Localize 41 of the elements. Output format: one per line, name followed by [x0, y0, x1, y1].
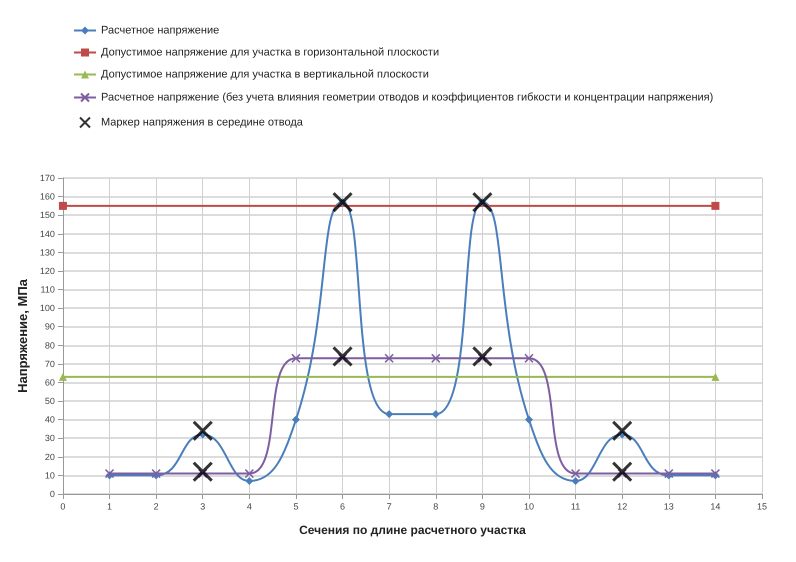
- y-tick-label: 100: [40, 303, 55, 314]
- y-tick-label: 130: [40, 247, 55, 258]
- y-tick-label: 110: [40, 284, 55, 295]
- y-tick-label: 70: [44, 358, 55, 369]
- y-tick-label: 150: [40, 210, 55, 220]
- y-axis-title: Напряжение, МПа: [15, 278, 30, 393]
- legend-label: Допустимое напряжение для участка в вертикальной плоскости: [101, 68, 429, 80]
- x-tick-label: 10: [524, 502, 534, 512]
- x-tick-label: 3: [200, 502, 206, 512]
- x-tick-label: 4: [246, 502, 252, 512]
- y-tick-label: 40: [44, 414, 55, 425]
- legend-label: Расчетное напряжение: [101, 24, 220, 36]
- x-axis-title: Сечения по длине расчетного участка: [299, 523, 526, 537]
- x-tick-label: 9: [480, 502, 485, 512]
- y-tick-label: 60: [44, 377, 55, 388]
- y-tick-label: 20: [44, 452, 55, 462]
- x-tick-label: 15: [756, 502, 768, 512]
- x-tick-label: 7: [386, 502, 392, 512]
- x-tick-label: 8: [433, 502, 438, 512]
- x-tick-label: 2: [154, 502, 159, 512]
- legend-label: Расчетное напряжение (без учета влияния геометрии отводов и коэффициентов гибкости и концентрации напряжения): [101, 92, 714, 104]
- y-tick-label: 30: [44, 433, 55, 444]
- x-tick-label: 12: [617, 502, 628, 512]
- y-tick-label: 140: [40, 228, 55, 239]
- y-tick-label: 10: [44, 470, 55, 480]
- y-tick-label: 0: [50, 489, 55, 499]
- y-tick-label: 160: [40, 192, 55, 202]
- x-tick-label: 5: [293, 502, 298, 512]
- x-tick-label: 11: [570, 502, 580, 512]
- legend-label: Допустимое напряжение для участка в горизонтальной плоскости: [101, 46, 440, 58]
- x-tick-label: 1: [107, 502, 112, 512]
- legend-label: Маркер напряжения в середине отвода: [101, 116, 304, 128]
- y-tick-label: 170: [40, 173, 55, 183]
- y-tick-label: 50: [44, 396, 55, 406]
- x-tick-label: 14: [710, 502, 720, 512]
- y-tick-label: 90: [44, 322, 55, 332]
- x-tick-label: 6: [340, 502, 346, 512]
- y-tick-label: 80: [44, 340, 55, 350]
- x-tick-label: 0: [60, 502, 66, 512]
- y-tick-label: 120: [40, 266, 55, 276]
- x-tick-label: 13: [664, 502, 674, 512]
